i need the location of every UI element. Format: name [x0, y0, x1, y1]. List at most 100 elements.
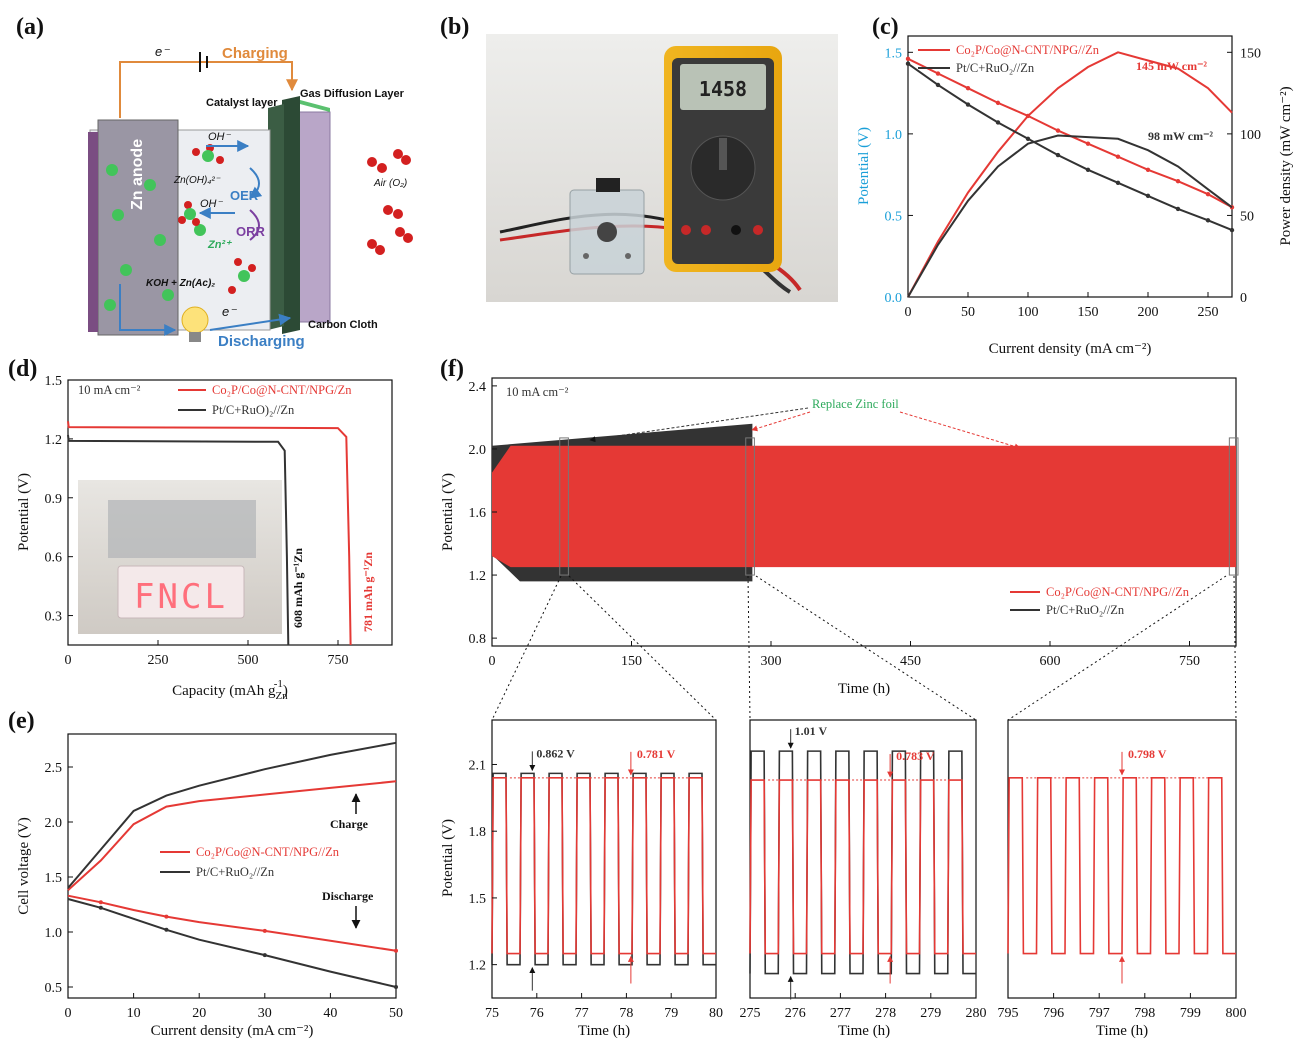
chart-e-legend-black: Pt/C+RuO₂//Zn — [196, 865, 275, 879]
discharging-wire — [119, 284, 177, 336]
chart-e-xtick-2: 20 — [192, 1006, 206, 1021]
chart-d-legend: Co₂P/Co@N-CNT/NPG/Zn Pt/C+RuO)₂//Zn — [178, 383, 352, 417]
zoom1-wave-red — [491, 777, 716, 955]
chart-c-y2tick-2: 100 — [1240, 128, 1261, 143]
chart-c-xlabel: Current density (mA cm⁻²) — [989, 341, 1152, 357]
chart-c-point-1-3 — [995, 120, 1001, 125]
chart-d-xtick-0: 0 — [65, 653, 72, 668]
zoom3-xtick-1: 796 — [1043, 1006, 1064, 1021]
chart-f-zoom-window-0 — [559, 437, 569, 576]
chart-c-point-1-10 — [1205, 218, 1211, 223]
chart-c-point-0-5 — [1055, 128, 1061, 133]
zoom1-gap-black: 0.862 V — [536, 746, 575, 760]
electrolyte-label: KOH + Zn(Ac)₂ — [146, 278, 215, 289]
chart-f-legend-red: Co₂P/Co@N-CNT/NPG//Zn — [1046, 585, 1190, 599]
chart-f-zoom: Potential (V) 75 76 77 78 79 80 1.2 1.5 1.8 2.1 0.… — [440, 719, 1247, 1039]
zoom3-wave-red — [1007, 777, 1236, 955]
chart-f-ytick-0: 0.8 — [469, 632, 487, 647]
panel-label-d: (d) — [8, 356, 37, 382]
chart-f-zoom-window-1 — [745, 437, 755, 576]
charging-label: Charging — [222, 45, 288, 62]
electron-label-bottom: e⁻ — [222, 304, 237, 319]
zoom3-xtick-3: 798 — [1134, 1006, 1155, 1021]
chart-e-ylabel: Cell voltage (V) — [16, 817, 32, 914]
panel-label-e: (e) — [8, 708, 35, 734]
discharging-label: Discharging — [218, 333, 305, 350]
chart-c-point-0-3 — [995, 100, 1001, 106]
battery-schematic: Charging e⁻ Zn anode OH⁻ OH⁻ Zn(OH)₄²⁻ Z — [88, 44, 413, 350]
zoom3-xtick-2: 797 — [1089, 1006, 1110, 1021]
chart-e-point-0-3 — [164, 914, 169, 919]
chart-c-point-1-9 — [1175, 206, 1181, 212]
chart-c-point-0-6 — [1085, 141, 1091, 146]
chart-e-ytick-1: 1.0 — [45, 926, 63, 941]
chart-d-ytick-2: 0.9 — [45, 492, 63, 507]
zoom2-xtick-3: 278 — [875, 1006, 896, 1021]
chart-c-xtick-0: 0 — [905, 305, 912, 320]
zoom1-xlabel: Time (h) — [578, 1023, 630, 1039]
chart-d-condition: 10 mA cm⁻² — [78, 383, 141, 397]
chart-e-xtick-1: 10 — [127, 1006, 141, 1021]
zoom1-xtick-0: 75 — [485, 1006, 499, 1021]
chart-c-point-1-5 — [1055, 152, 1061, 158]
zincate-label: Zn(OH)₄²⁻ — [173, 175, 221, 186]
chart-e-frame — [67, 733, 397, 999]
chart-d-frame — [67, 379, 393, 646]
zoom-ytick-2: 1.8 — [469, 825, 487, 840]
chart-c-point-0-8 — [1145, 167, 1151, 172]
chart-c-y2label: Power density (mW cm⁻²) — [1278, 86, 1294, 245]
zoom3-gap-red: 0.798 V — [1128, 747, 1167, 761]
orr-label: ORR — [236, 224, 266, 239]
zoom-ylabel: Potential (V) — [440, 819, 456, 897]
chart-c-ytick-3: 1.5 — [885, 46, 903, 61]
zoom2-xtick-2: 277 — [830, 1006, 851, 1021]
chart-f-condition: 10 mA cm⁻² — [506, 385, 569, 399]
chart-c-point-0-10 — [1205, 192, 1211, 197]
chart-e-discharge-label: Discharge — [322, 889, 374, 903]
chart-c-legend-red: Co₂P/Co@N-CNT/NPG//Zn — [956, 43, 1100, 57]
zoom3-xtick-5: 800 — [1226, 1006, 1247, 1021]
chart-f-xtick-1: 150 — [621, 654, 642, 669]
catalyst-layer-label: Catalyst layer — [206, 97, 278, 109]
chart-e-charge-label: Charge — [330, 817, 369, 831]
chart-e-charge-line-0 — [67, 780, 397, 891]
zinc-ion-label: Zn²⁺ — [207, 239, 232, 251]
chart-c-y2tick-3: 150 — [1240, 46, 1261, 61]
chart-e-point-0-5 — [262, 928, 267, 933]
zoom1-xtick-4: 79 — [664, 1006, 678, 1021]
chart-f-ytick-1: 1.2 — [469, 569, 487, 584]
chart-c-point-1-8 — [1145, 193, 1151, 199]
gdl-label: Gas Diffusion Layer — [300, 88, 405, 100]
chart-e-ytick-0: 0.5 — [45, 981, 63, 996]
zoom1-xtick-5: 80 — [709, 1006, 723, 1021]
chart-e-discharge-line-0 — [67, 894, 397, 952]
zoom-connectors — [491, 575, 1237, 721]
zoom1-xtick-1: 76 — [530, 1006, 544, 1021]
chart-e-xtick-5: 50 — [389, 1006, 403, 1021]
multimeter-display: 1458 — [699, 77, 747, 101]
chart-c-xtick-5: 250 — [1198, 305, 1219, 320]
chart-c-point-1-2 — [965, 102, 971, 107]
chart-d-xtick-1: 250 — [148, 653, 169, 668]
chart-e: 0 10 20 30 40 50 0.5 1.0 1.5 2.0 2.5 Current densi… — [16, 733, 403, 1039]
zoom-ytick-1: 1.5 — [469, 892, 487, 907]
chart-e-legend-red: Co₂P/Co@N-CNT/NPG//Zn — [196, 845, 340, 859]
chart-f-xtick-4: 600 — [1040, 654, 1061, 669]
chart-c-power-line-1 — [907, 134, 1233, 298]
chart-c-point-0-7 — [1115, 154, 1121, 159]
zoom2-gap-black: 1.01 V — [795, 724, 828, 738]
zoom3-xtick-4: 799 — [1180, 1006, 1201, 1021]
catalyst-layer — [268, 104, 284, 330]
chart-f-ytick-4: 2.4 — [469, 380, 487, 395]
chart-d-annotation-red: 781 mAh g⁻¹Zn — [361, 552, 375, 632]
chart-c-potential-line-1 — [907, 62, 1233, 232]
chart-f-note: Replace Zinc foil — [812, 397, 899, 411]
chart-e-discharge-line-1 — [67, 898, 397, 988]
chart-e-point-1-3 — [164, 927, 169, 932]
chart-d-xlabel: Capacity (mAh gZn-1) — [172, 678, 288, 702]
chart-d-ytick-1: 0.6 — [45, 551, 63, 566]
zoom1-xtick-2: 77 — [575, 1006, 589, 1021]
chart-c-point-0-9 — [1175, 178, 1181, 184]
chart-d-legend-red: Co₂P/Co@N-CNT/NPG/Zn — [212, 383, 352, 397]
carbon-cloth-layer — [282, 96, 300, 334]
